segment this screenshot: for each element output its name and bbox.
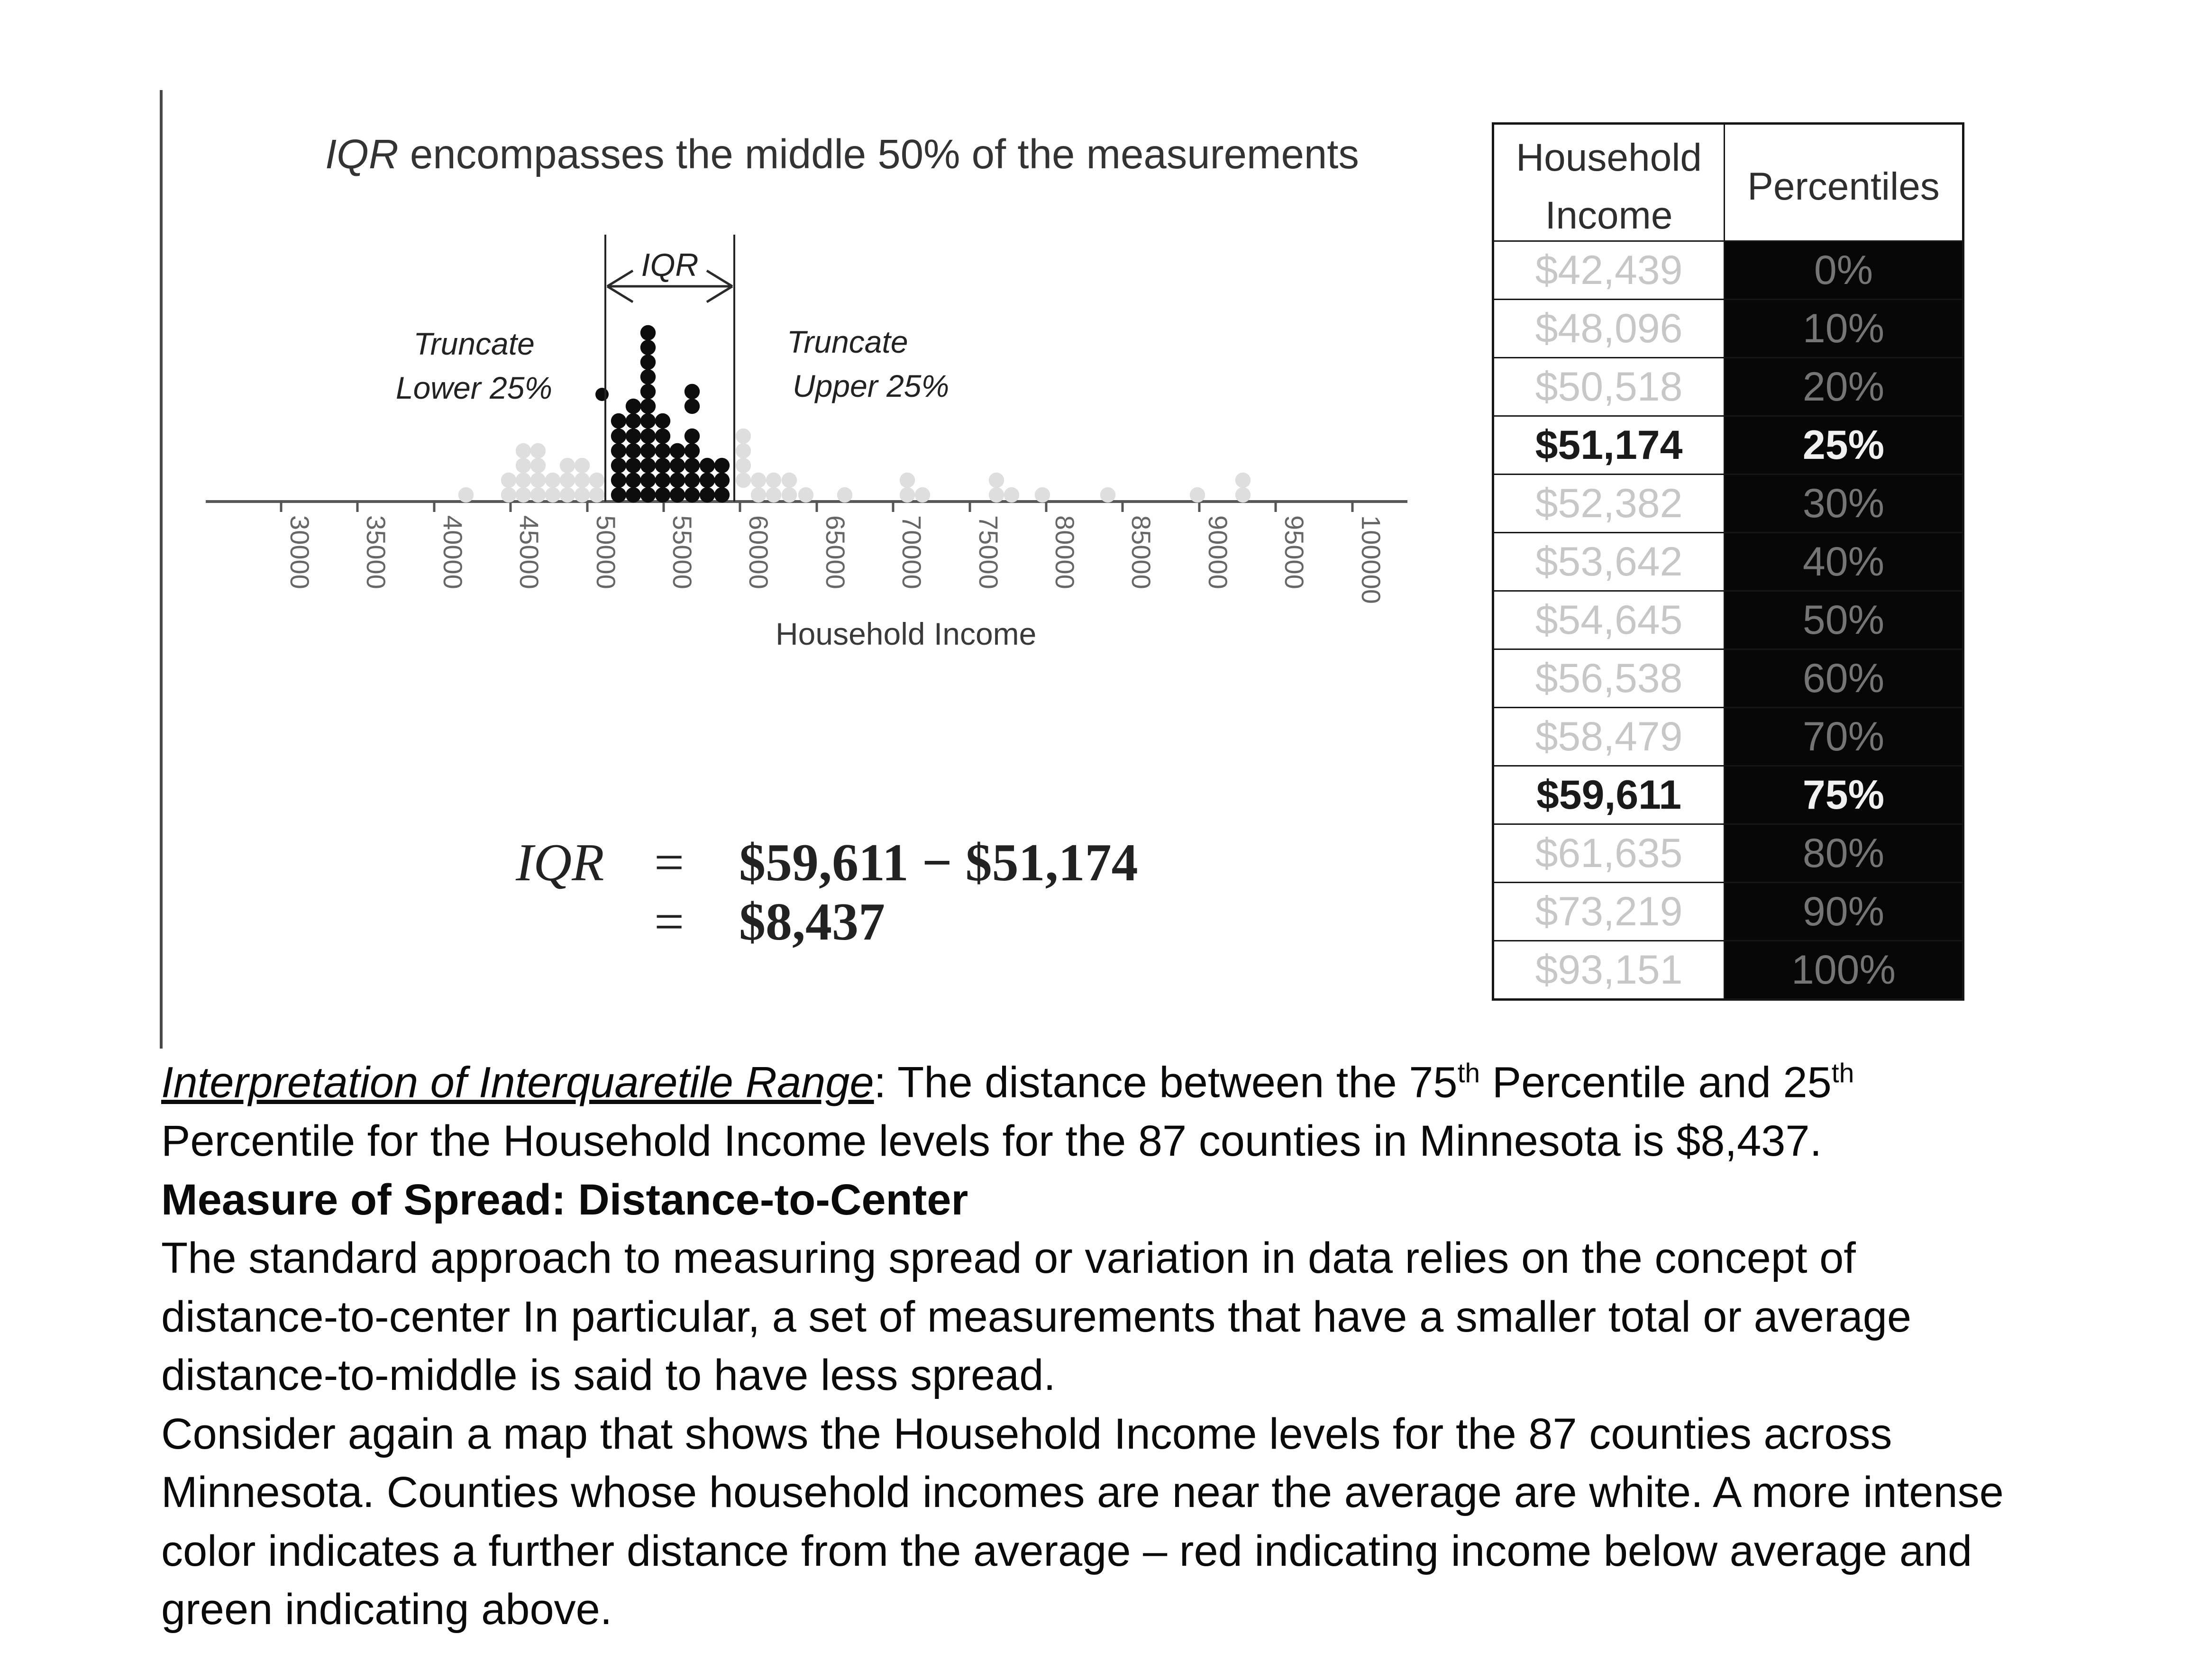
svg-text:Lower 25%: Lower 25% bbox=[396, 370, 552, 405]
svg-text:Upper 25%: Upper 25% bbox=[793, 368, 949, 403]
svg-text:45000: 45000 bbox=[514, 515, 544, 589]
svg-text:50000: 50000 bbox=[591, 515, 621, 589]
svg-text:60000: 60000 bbox=[744, 515, 774, 589]
svg-text:75000: 75000 bbox=[974, 515, 1004, 589]
svg-text:85000: 85000 bbox=[1126, 515, 1156, 589]
svg-text:65000: 65000 bbox=[821, 515, 850, 589]
svg-text:95000: 95000 bbox=[1279, 515, 1309, 589]
svg-text:Truncate: Truncate bbox=[787, 324, 908, 359]
svg-text:55000: 55000 bbox=[667, 515, 697, 589]
svg-text:100000: 100000 bbox=[1356, 515, 1386, 604]
svg-text:40000: 40000 bbox=[438, 515, 468, 589]
svg-text:70000: 70000 bbox=[897, 515, 927, 589]
svg-text:IQR: IQR bbox=[641, 247, 699, 283]
svg-text:35000: 35000 bbox=[361, 515, 391, 589]
svg-text:Truncate: Truncate bbox=[413, 326, 535, 361]
svg-text:90000: 90000 bbox=[1203, 515, 1233, 589]
svg-text:30000: 30000 bbox=[285, 515, 315, 589]
svg-text:Household Income: Household Income bbox=[776, 616, 1036, 651]
svg-text:80000: 80000 bbox=[1050, 515, 1080, 589]
